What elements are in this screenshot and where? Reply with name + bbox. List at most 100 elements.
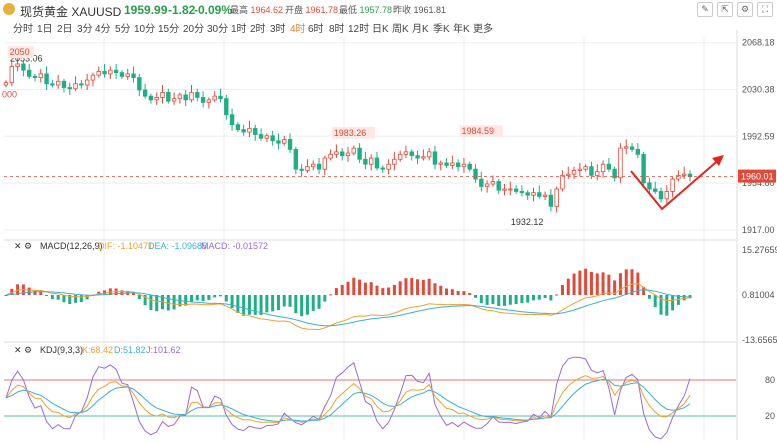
- header: 现货黄金 XAUUSD 1959.99 -1.82 -0.09% 最高 1964…: [0, 0, 777, 19]
- macd-bar-101: [589, 271, 593, 295]
- candle-body-113: [658, 191, 664, 200]
- candle-body-37: [218, 95, 223, 100]
- macd-bar-44: [259, 295, 263, 315]
- price-change-pct: -0.09%: [194, 3, 233, 17]
- candle-body-67: [392, 158, 397, 165]
- tab-4[interactable]: 4分: [95, 24, 111, 35]
- candle-body-87: [508, 188, 513, 191]
- candle-body-95: [554, 188, 559, 207]
- settings-icon[interactable]: ⚙: [737, 2, 753, 17]
- candle-body-28: [166, 92, 171, 102]
- candle-body-1: [9, 66, 14, 83]
- candle-body-41: [241, 129, 246, 133]
- macd-bar-2: [16, 284, 20, 295]
- tab-13[interactable]: 4时: [290, 24, 306, 35]
- draw-icon[interactable]: ✎: [697, 2, 713, 17]
- macd-bar-60: [352, 277, 356, 295]
- tab-19[interactable]: 月K: [412, 24, 429, 35]
- tab-9[interactable]: 30分: [207, 24, 229, 35]
- tab-16[interactable]: 12时: [348, 24, 370, 35]
- candle-body-70: [409, 151, 414, 156]
- tab-5[interactable]: 5分: [115, 24, 131, 35]
- candle-body-65: [380, 167, 385, 170]
- tab-3[interactable]: 3分: [77, 24, 93, 35]
- tab-15[interactable]: 8时: [329, 24, 345, 35]
- candle-body-2: [15, 63, 20, 67]
- candle-body-58: [340, 151, 345, 156]
- tab-20[interactable]: 季K: [433, 24, 450, 35]
- candle-body-62: [363, 158, 368, 165]
- candle-body-18: [108, 69, 113, 75]
- macd-bar-12: [74, 295, 78, 303]
- tab-6[interactable]: 10分: [134, 24, 156, 35]
- candle-body-80: [467, 163, 472, 170]
- macd-bar-20: [120, 290, 124, 295]
- candle-body-24: [142, 89, 148, 97]
- macd-bar-69: [404, 278, 408, 295]
- tab-14[interactable]: 6时: [308, 24, 324, 35]
- stat-high: 最高 1964.62: [230, 5, 284, 15]
- macd-bar-110: [642, 286, 646, 295]
- macd-bar-45: [265, 295, 269, 313]
- tab-2[interactable]: 2日: [57, 24, 73, 35]
- macd-bar-105: [613, 280, 617, 295]
- tab-8[interactable]: 20分: [183, 24, 205, 35]
- tab-18[interactable]: 周K: [392, 24, 409, 35]
- macd-bar-77: [450, 289, 454, 295]
- candle-body-5: [32, 75, 38, 79]
- candle-body-16: [96, 71, 101, 76]
- candle-body-56: [328, 153, 333, 159]
- tab-10[interactable]: 1时: [231, 24, 247, 35]
- macd-bar-100: [584, 268, 588, 295]
- macd-label: MACD(12,26,9): [40, 241, 103, 251]
- candle-body-57: [334, 151, 339, 155]
- candle-body-115: [670, 178, 675, 192]
- candle-body-27: [160, 92, 165, 98]
- stat-low: 最低 1957.78: [339, 5, 393, 15]
- tab-0[interactable]: 分时: [13, 24, 33, 35]
- macd-bar-79: [462, 291, 466, 295]
- tab-17[interactable]: 日K: [372, 24, 389, 35]
- macd-bar-68: [398, 281, 402, 295]
- tab-7[interactable]: 15分: [158, 24, 180, 35]
- tab-12[interactable]: 3时: [270, 24, 286, 35]
- tab-22[interactable]: 更多: [473, 24, 493, 35]
- candle-body-35: [206, 99, 212, 103]
- gold-logo-icon: [3, 3, 15, 15]
- candle-body-51: [299, 168, 304, 171]
- annotation-box-1: [7, 46, 34, 59]
- candle-body-107: [624, 146, 629, 149]
- candle-body-46: [270, 135, 275, 142]
- instrument-name: 现货黄金 XAUUSD: [20, 5, 122, 19]
- candle-body-42: [247, 127, 252, 133]
- macd-bar-82: [479, 295, 483, 304]
- candle-body-96: [560, 174, 565, 190]
- macd-bar-94: [549, 295, 553, 301]
- macd-bar-63: [369, 282, 373, 295]
- candle-body-73: [426, 151, 432, 158]
- stat-prev-close: 昨收 1961.81: [393, 5, 447, 15]
- macd-bar-97: [566, 278, 570, 295]
- tab-21[interactable]: 年K: [453, 24, 470, 35]
- tab-1[interactable]: 1日: [37, 24, 53, 35]
- expand-icon[interactable]: ⇱: [717, 2, 733, 17]
- candle-body-31: [183, 94, 188, 101]
- candle-body-100: [583, 166, 588, 170]
- candle-body-75: [438, 162, 443, 165]
- kdj-tick-0: 80: [765, 375, 775, 385]
- candle-body-116: [676, 174, 681, 180]
- candle-body-3: [21, 63, 26, 71]
- candle-body-15: [90, 74, 96, 81]
- kdj-label: KDJ(9,3,3): [40, 345, 84, 355]
- candle-body-52: [305, 166, 310, 171]
- candle-body-76: [444, 162, 449, 166]
- candle-body-30: [177, 94, 183, 100]
- candle-body-14: [84, 79, 90, 86]
- kdj-j: J:101.62: [146, 345, 181, 355]
- fullscreen-icon[interactable]: ⛶: [757, 2, 773, 17]
- macd-bar-36: [213, 295, 217, 298]
- candle-body-83: [484, 183, 490, 187]
- price-change: -1.82: [168, 3, 196, 17]
- candle-body-63: [368, 157, 374, 165]
- tab-11[interactable]: 2时: [250, 24, 266, 35]
